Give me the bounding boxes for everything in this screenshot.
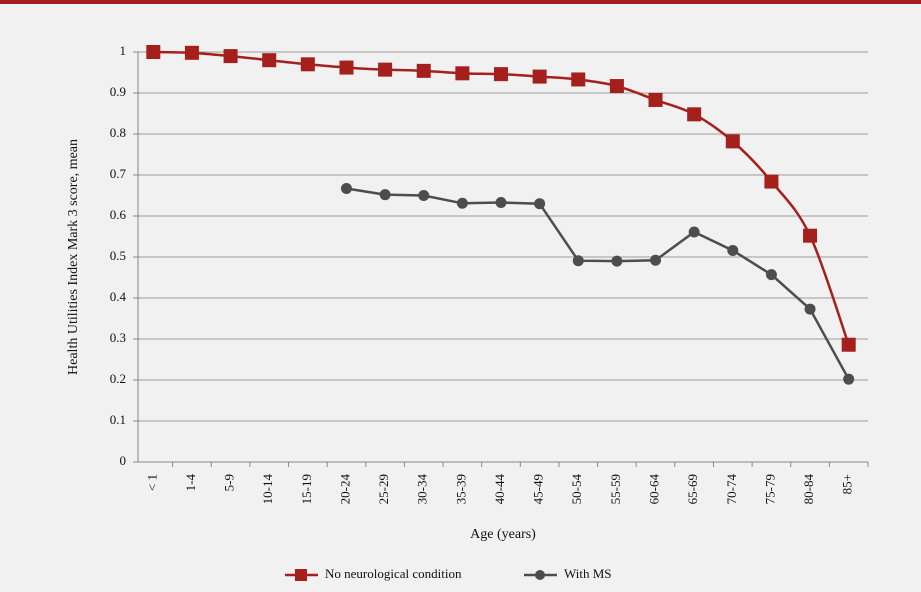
- y-tick-label: 0.1: [110, 412, 126, 427]
- marker: [727, 244, 739, 256]
- x-tick-label: 35-39: [453, 474, 468, 504]
- marker: [688, 226, 700, 238]
- x-tick-label: 50-54: [569, 474, 584, 505]
- marker: [609, 79, 624, 94]
- marker: [223, 49, 238, 64]
- y-tick-label: 0.2: [110, 371, 126, 386]
- x-tick-label: < 1: [144, 474, 159, 491]
- marker: [495, 196, 507, 208]
- x-tick-label: 40-44: [492, 474, 507, 505]
- x-axis-label: Age (years): [470, 527, 536, 542]
- marker: [650, 254, 662, 266]
- marker: [534, 198, 546, 210]
- marker: [687, 107, 702, 122]
- legend-label: No neurological condition: [325, 566, 462, 581]
- marker: [379, 189, 391, 201]
- marker: [494, 67, 508, 82]
- y-tick-label: 0.9: [110, 84, 126, 99]
- y-tick-label: 0.5: [110, 248, 126, 263]
- x-tick-label: 70-74: [724, 474, 739, 505]
- marker: [184, 45, 199, 60]
- marker: [262, 53, 277, 68]
- y-tick-label: 0.6: [110, 207, 127, 222]
- legend-marker: [295, 569, 307, 581]
- marker: [765, 269, 777, 281]
- x-tick-label: 5-9: [222, 474, 237, 491]
- x-tick-label: 55-59: [608, 474, 623, 504]
- x-tick-label: 80-84: [801, 474, 816, 505]
- y-tick-label: 0.8: [110, 125, 126, 140]
- legend-marker: [535, 570, 545, 580]
- y-tick-label: 0.7: [110, 166, 127, 181]
- marker: [571, 72, 586, 87]
- top-rule: [0, 0, 921, 4]
- x-tick-label: 25-29: [376, 474, 391, 504]
- x-tick-label: 45-49: [531, 474, 546, 504]
- marker: [340, 183, 352, 195]
- x-tick-label: 60-64: [647, 474, 662, 505]
- y-tick-label: 1: [120, 43, 127, 58]
- x-tick-label: 1-4: [183, 474, 198, 492]
- x-tick-label: 20-24: [337, 474, 352, 505]
- x-tick-label: 85+: [840, 474, 855, 494]
- y-tick-label: 0: [120, 453, 127, 468]
- marker: [146, 45, 161, 59]
- marker: [378, 62, 393, 77]
- marker: [843, 373, 855, 385]
- marker: [803, 228, 818, 243]
- y-tick-label: 0.4: [110, 289, 127, 304]
- marker: [456, 197, 468, 209]
- marker: [841, 337, 856, 352]
- legend-label: With MS: [564, 566, 612, 581]
- marker: [300, 57, 315, 72]
- marker: [532, 69, 547, 84]
- marker: [804, 303, 816, 315]
- x-tick-label: 10-14: [260, 474, 275, 505]
- marker: [416, 63, 431, 78]
- marker: [418, 190, 430, 201]
- marker: [611, 255, 623, 267]
- y-tick-label: 0.3: [110, 330, 126, 345]
- marker: [572, 255, 584, 267]
- x-tick-label: 75-79: [762, 474, 777, 504]
- marker: [339, 60, 354, 75]
- x-tick-label: 65-69: [685, 474, 700, 504]
- marker: [764, 174, 779, 189]
- marker: [455, 66, 470, 81]
- x-tick-label: 30-34: [415, 474, 430, 505]
- series-line: [346, 187, 850, 380]
- y-axis-label: Health Utilities Index Mark 3 score, mea…: [66, 139, 81, 375]
- marker: [725, 134, 740, 149]
- marker: [648, 92, 663, 107]
- x-tick-label: 15-19: [299, 474, 314, 504]
